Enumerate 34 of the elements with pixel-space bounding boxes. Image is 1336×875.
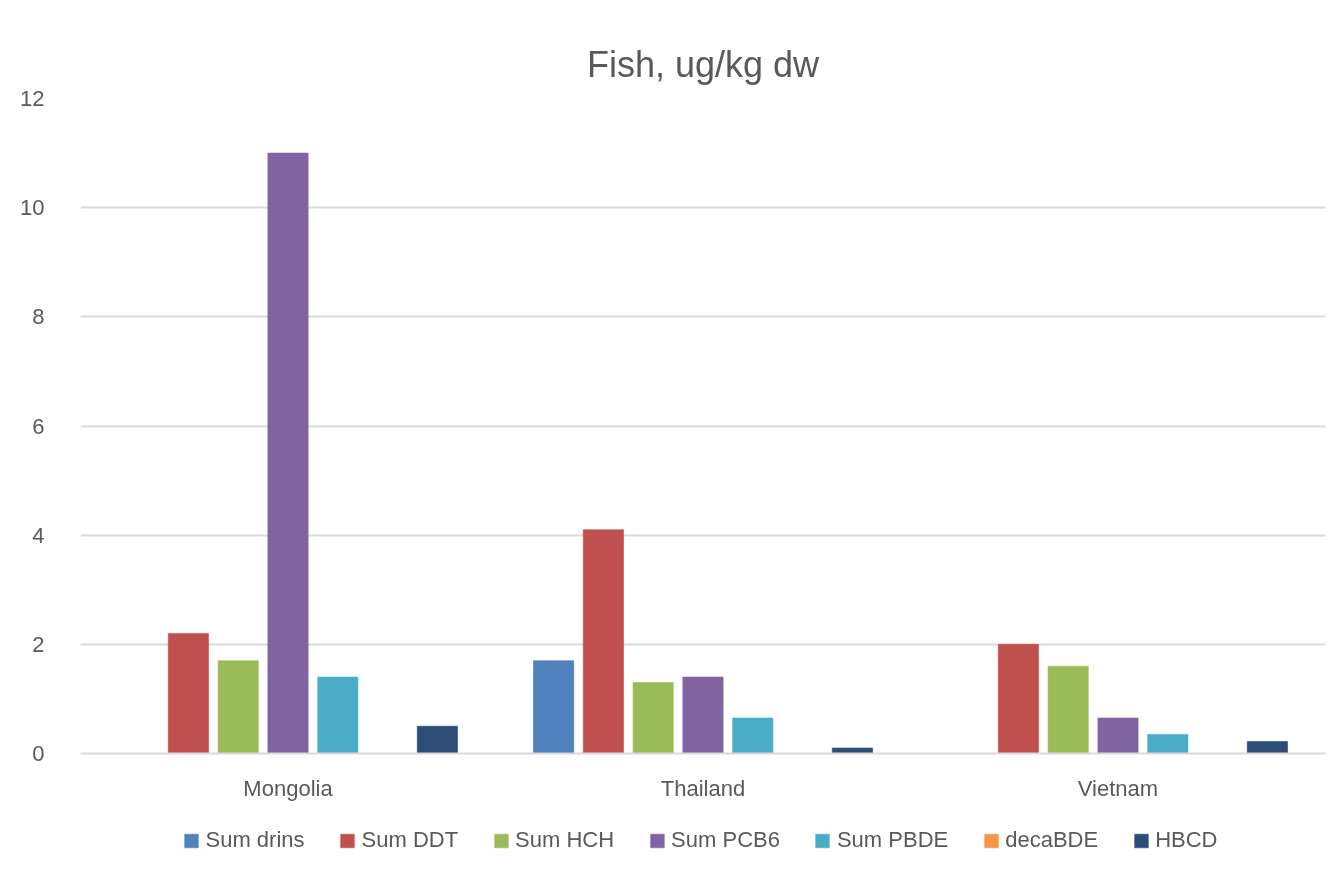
y-tick-label: 0 [32, 741, 45, 766]
bar [831, 747, 874, 754]
legend-label: Sum PBDE [836, 827, 949, 853]
bar [532, 660, 575, 754]
bar [217, 660, 259, 754]
legend-label: decaBDE [1005, 827, 1099, 853]
bar [1147, 733, 1189, 754]
legend-label: Sum drins [205, 827, 305, 853]
bar [682, 676, 724, 754]
bar [167, 632, 210, 754]
bar [997, 643, 1040, 754]
y-tick-label: 6 [32, 413, 45, 439]
chart-title: Fish, ug/kg dw [586, 43, 821, 85]
bar [1047, 665, 1089, 754]
x-tick-label: Vietnam [1077, 775, 1159, 801]
y-tick-label: 10 [20, 195, 45, 221]
bar [416, 725, 459, 754]
legend-label: Sum HCH [515, 827, 615, 853]
legend-label: Sum PCB6 [671, 827, 780, 853]
y-tick-label: 4 [32, 522, 45, 548]
bar [582, 529, 625, 754]
bar [267, 152, 309, 754]
x-tick-label: Mongolia [243, 775, 334, 801]
legend-label: HBCD [1155, 827, 1218, 853]
bar [632, 682, 674, 754]
bar [1246, 740, 1289, 754]
y-tick-label: 8 [32, 304, 45, 330]
legend-label: Sum DDT [361, 827, 459, 853]
x-tick-label: Thailand [660, 775, 746, 801]
bar [1097, 717, 1139, 754]
y-tick-label: 2 [32, 631, 45, 657]
bar [732, 717, 774, 754]
bar [317, 676, 359, 754]
y-tick-label: 12 [20, 86, 45, 111]
